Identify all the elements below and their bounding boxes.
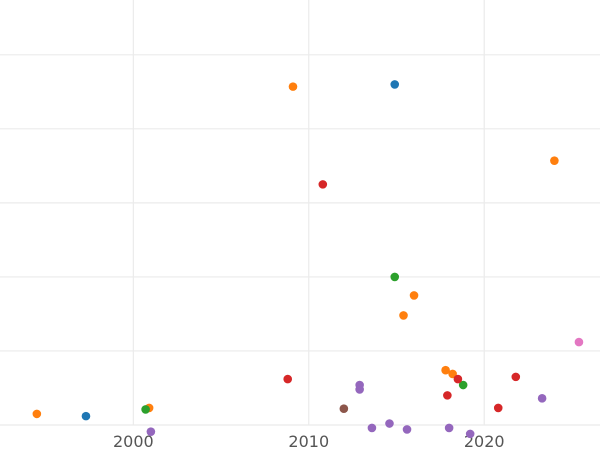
x-tick-label: 2010: [288, 432, 329, 450]
data-point: [283, 374, 293, 384]
data-points: [32, 80, 584, 439]
x-tick-labels: 2000 2010 2020: [113, 432, 505, 450]
data-point: [511, 372, 521, 382]
data-point: [458, 380, 468, 390]
data-point: [465, 429, 475, 439]
data-point: [409, 291, 419, 300]
data-point: [146, 427, 156, 436]
data-point: [402, 425, 412, 434]
data-point: [537, 394, 547, 403]
data-point: [441, 365, 450, 375]
data-point: [399, 311, 408, 320]
data-point: [367, 423, 377, 433]
data-point: [339, 404, 349, 414]
data-point: [318, 180, 328, 189]
data-point: [288, 82, 298, 91]
data-point: [444, 423, 454, 433]
grid: [0, 0, 600, 426]
data-point: [141, 405, 150, 414]
data-point: [453, 374, 463, 384]
data-point: [385, 419, 394, 428]
data-point: [390, 80, 400, 89]
data-point: [493, 403, 503, 413]
data-point: [32, 409, 42, 419]
data-point: [448, 369, 457, 379]
data-point: [443, 391, 452, 400]
data-point: [390, 272, 400, 282]
data-point: [574, 337, 584, 347]
data-point: [550, 156, 559, 165]
x-tick-label: 2000: [113, 432, 154, 450]
data-point: [81, 411, 91, 421]
data-point: [355, 380, 364, 390]
x-tick-label: 2020: [464, 432, 505, 450]
